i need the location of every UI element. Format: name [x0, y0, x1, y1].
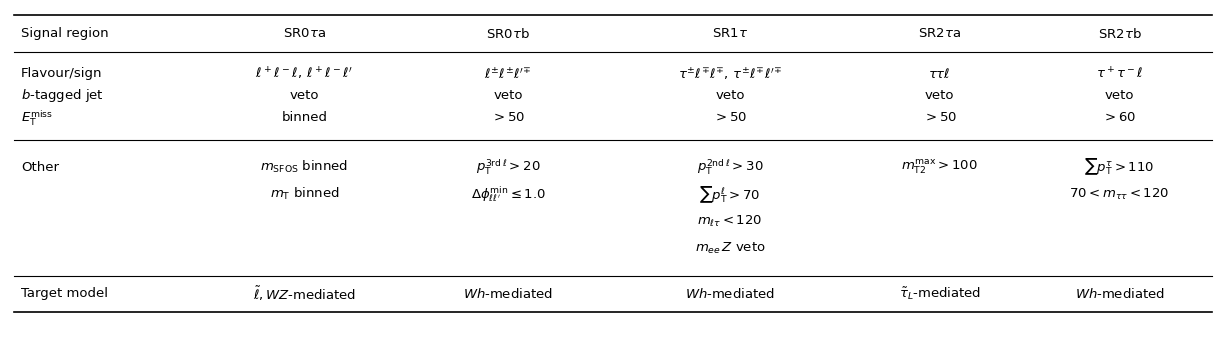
Text: veto: veto: [1105, 90, 1134, 103]
Text: $\sum p_{\mathrm{T}}^{\tau}>110$: $\sum p_{\mathrm{T}}^{\tau}>110$: [1084, 157, 1155, 177]
Text: $Wh$-mediated: $Wh$-mediated: [463, 287, 553, 301]
Text: $p_{\mathrm{T}}^{\mathrm{2nd}\,\ell}>30$: $p_{\mathrm{T}}^{\mathrm{2nd}\,\ell}>30$: [696, 157, 763, 177]
Text: $Wh$-mediated: $Wh$-mediated: [685, 287, 775, 301]
Text: $m_{\mathrm{T2}}^{\mathrm{max}}>100$: $m_{\mathrm{T2}}^{\mathrm{max}}>100$: [901, 158, 978, 176]
Text: veto: veto: [924, 90, 954, 103]
Text: $Wh$-mediated: $Wh$-mediated: [1074, 287, 1165, 301]
Text: $b$-tagged jet: $b$-tagged jet: [21, 88, 104, 104]
Text: $\tau\tau\ell$: $\tau\tau\ell$: [928, 67, 951, 81]
Text: binned: binned: [281, 111, 327, 124]
Text: Signal region: Signal region: [21, 27, 109, 40]
Text: $m_{\mathrm{SFOS}}$ binned: $m_{\mathrm{SFOS}}$ binned: [260, 159, 348, 175]
Text: $m_{ee}\,Z$ veto: $m_{ee}\,Z$ veto: [695, 241, 765, 256]
Text: $m_{\mathrm{T}}$ binned: $m_{\mathrm{T}}$ binned: [270, 186, 340, 202]
Text: $70<m_{\tau\tau}<120$: $70<m_{\tau\tau}<120$: [1069, 187, 1170, 202]
Text: SR0$\tau$a: SR0$\tau$a: [283, 27, 326, 40]
Text: $>60$: $>60$: [1102, 111, 1137, 124]
Text: Other: Other: [21, 161, 59, 174]
Text: SR0$\tau$b: SR0$\tau$b: [487, 27, 530, 41]
Text: veto: veto: [493, 90, 522, 103]
Text: Target model: Target model: [21, 287, 108, 301]
Text: $>50$: $>50$: [922, 111, 956, 124]
Text: $E_{\mathrm{T}}^{\mathrm{miss}}$: $E_{\mathrm{T}}^{\mathrm{miss}}$: [21, 108, 53, 128]
Text: $>50$: $>50$: [490, 111, 525, 124]
Text: veto: veto: [289, 90, 319, 103]
Text: $\tau^+\tau^-\ell$: $\tau^+\tau^-\ell$: [1096, 66, 1143, 82]
Text: SR1$\tau$: SR1$\tau$: [712, 27, 748, 40]
Text: $\Delta\phi_{\ell\ell'}^{\mathrm{min}}\leq 1.0$: $\Delta\phi_{\ell\ell'}^{\mathrm{min}}\l…: [471, 184, 546, 204]
Text: $p_{\mathrm{T}}^{\mathrm{3rd}\,\ell}>20$: $p_{\mathrm{T}}^{\mathrm{3rd}\,\ell}>20$: [476, 157, 541, 177]
Text: SR2$\tau$b: SR2$\tau$b: [1097, 27, 1141, 41]
Text: $m_{\ell\tau}<120$: $m_{\ell\tau}<120$: [698, 214, 763, 229]
Text: $\ell^+\ell^-\ell,\,\ell^+\ell^-\ell'$: $\ell^+\ell^-\ell,\,\ell^+\ell^-\ell'$: [255, 66, 353, 82]
Text: veto: veto: [715, 90, 744, 103]
Text: $\sum p_{\mathrm{T}}^{\ell}>70$: $\sum p_{\mathrm{T}}^{\ell}>70$: [699, 184, 760, 204]
Text: $\tilde{\ell},WZ$-mediated: $\tilde{\ell},WZ$-mediated: [253, 285, 356, 303]
Text: Flavour/sign: Flavour/sign: [21, 68, 103, 80]
Text: $>50$: $>50$: [712, 111, 747, 124]
Text: $\ell^{\pm}\ell^{\pm}\ell'^{\mp}$: $\ell^{\pm}\ell^{\pm}\ell'^{\mp}$: [484, 66, 532, 82]
Text: $\tilde{\tau}_L$-mediated: $\tilde{\tau}_L$-mediated: [899, 286, 981, 302]
Text: $\tau^{\pm}\ell^{\mp}\ell^{\mp},\,\tau^{\pm}\ell^{\mp}\ell'^{\mp}$: $\tau^{\pm}\ell^{\mp}\ell^{\mp},\,\tau^{…: [678, 66, 782, 82]
Text: SR2$\tau$a: SR2$\tau$a: [918, 27, 961, 40]
